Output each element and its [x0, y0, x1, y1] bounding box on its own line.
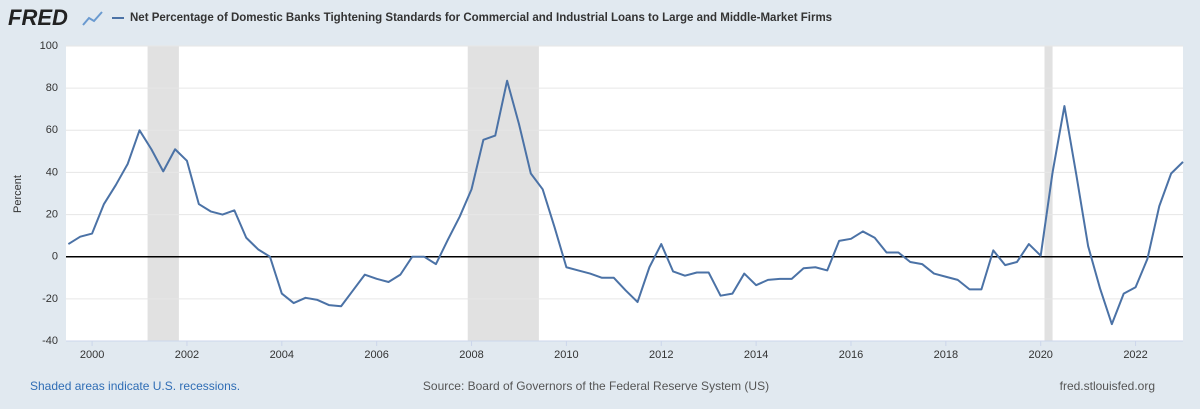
x-tick-label: 2000	[80, 349, 104, 361]
y-tick-label: -20	[42, 293, 58, 305]
recession-shade	[467, 46, 539, 341]
source: Source: Board of Governors of the Federa…	[423, 379, 769, 393]
y-tick-label: 100	[40, 40, 58, 52]
y-tick-label: 60	[46, 124, 58, 136]
y-tick-label: 40	[46, 166, 58, 178]
x-tick-label: 2014	[744, 349, 768, 361]
x-tick-label: 2022	[1123, 349, 1147, 361]
y-tick-label: 20	[46, 208, 58, 220]
x-tick-label: 2006	[364, 349, 388, 361]
x-tick-label: 2018	[934, 349, 958, 361]
plot-area	[66, 46, 1183, 341]
y-axis-label: Percent	[12, 175, 24, 213]
y-tick-label: 0	[52, 251, 58, 263]
logo-icon	[82, 11, 103, 26]
x-tick-label: 2004	[270, 349, 294, 361]
recession-shade	[1044, 46, 1053, 341]
y-tick-label: -40	[42, 335, 58, 347]
x-tick-label: 2020	[1028, 349, 1052, 361]
site[interactable]: fred.stlouisfed.org	[1060, 379, 1155, 393]
y-tick-label: 80	[46, 82, 58, 94]
logo: FRED	[8, 5, 68, 30]
x-tick-label: 2012	[649, 349, 673, 361]
x-tick-label: 2002	[175, 349, 199, 361]
recession-note[interactable]: Shaded areas indicate U.S. recessions.	[30, 379, 240, 393]
recession-shade	[147, 46, 179, 341]
x-tick-label: 2010	[554, 349, 578, 361]
x-tick-label: 2016	[839, 349, 863, 361]
x-tick-label: 2008	[459, 349, 483, 361]
legend-label: Net Percentage of Domestic Banks Tighten…	[130, 12, 832, 24]
series-line	[67, 79, 1184, 326]
